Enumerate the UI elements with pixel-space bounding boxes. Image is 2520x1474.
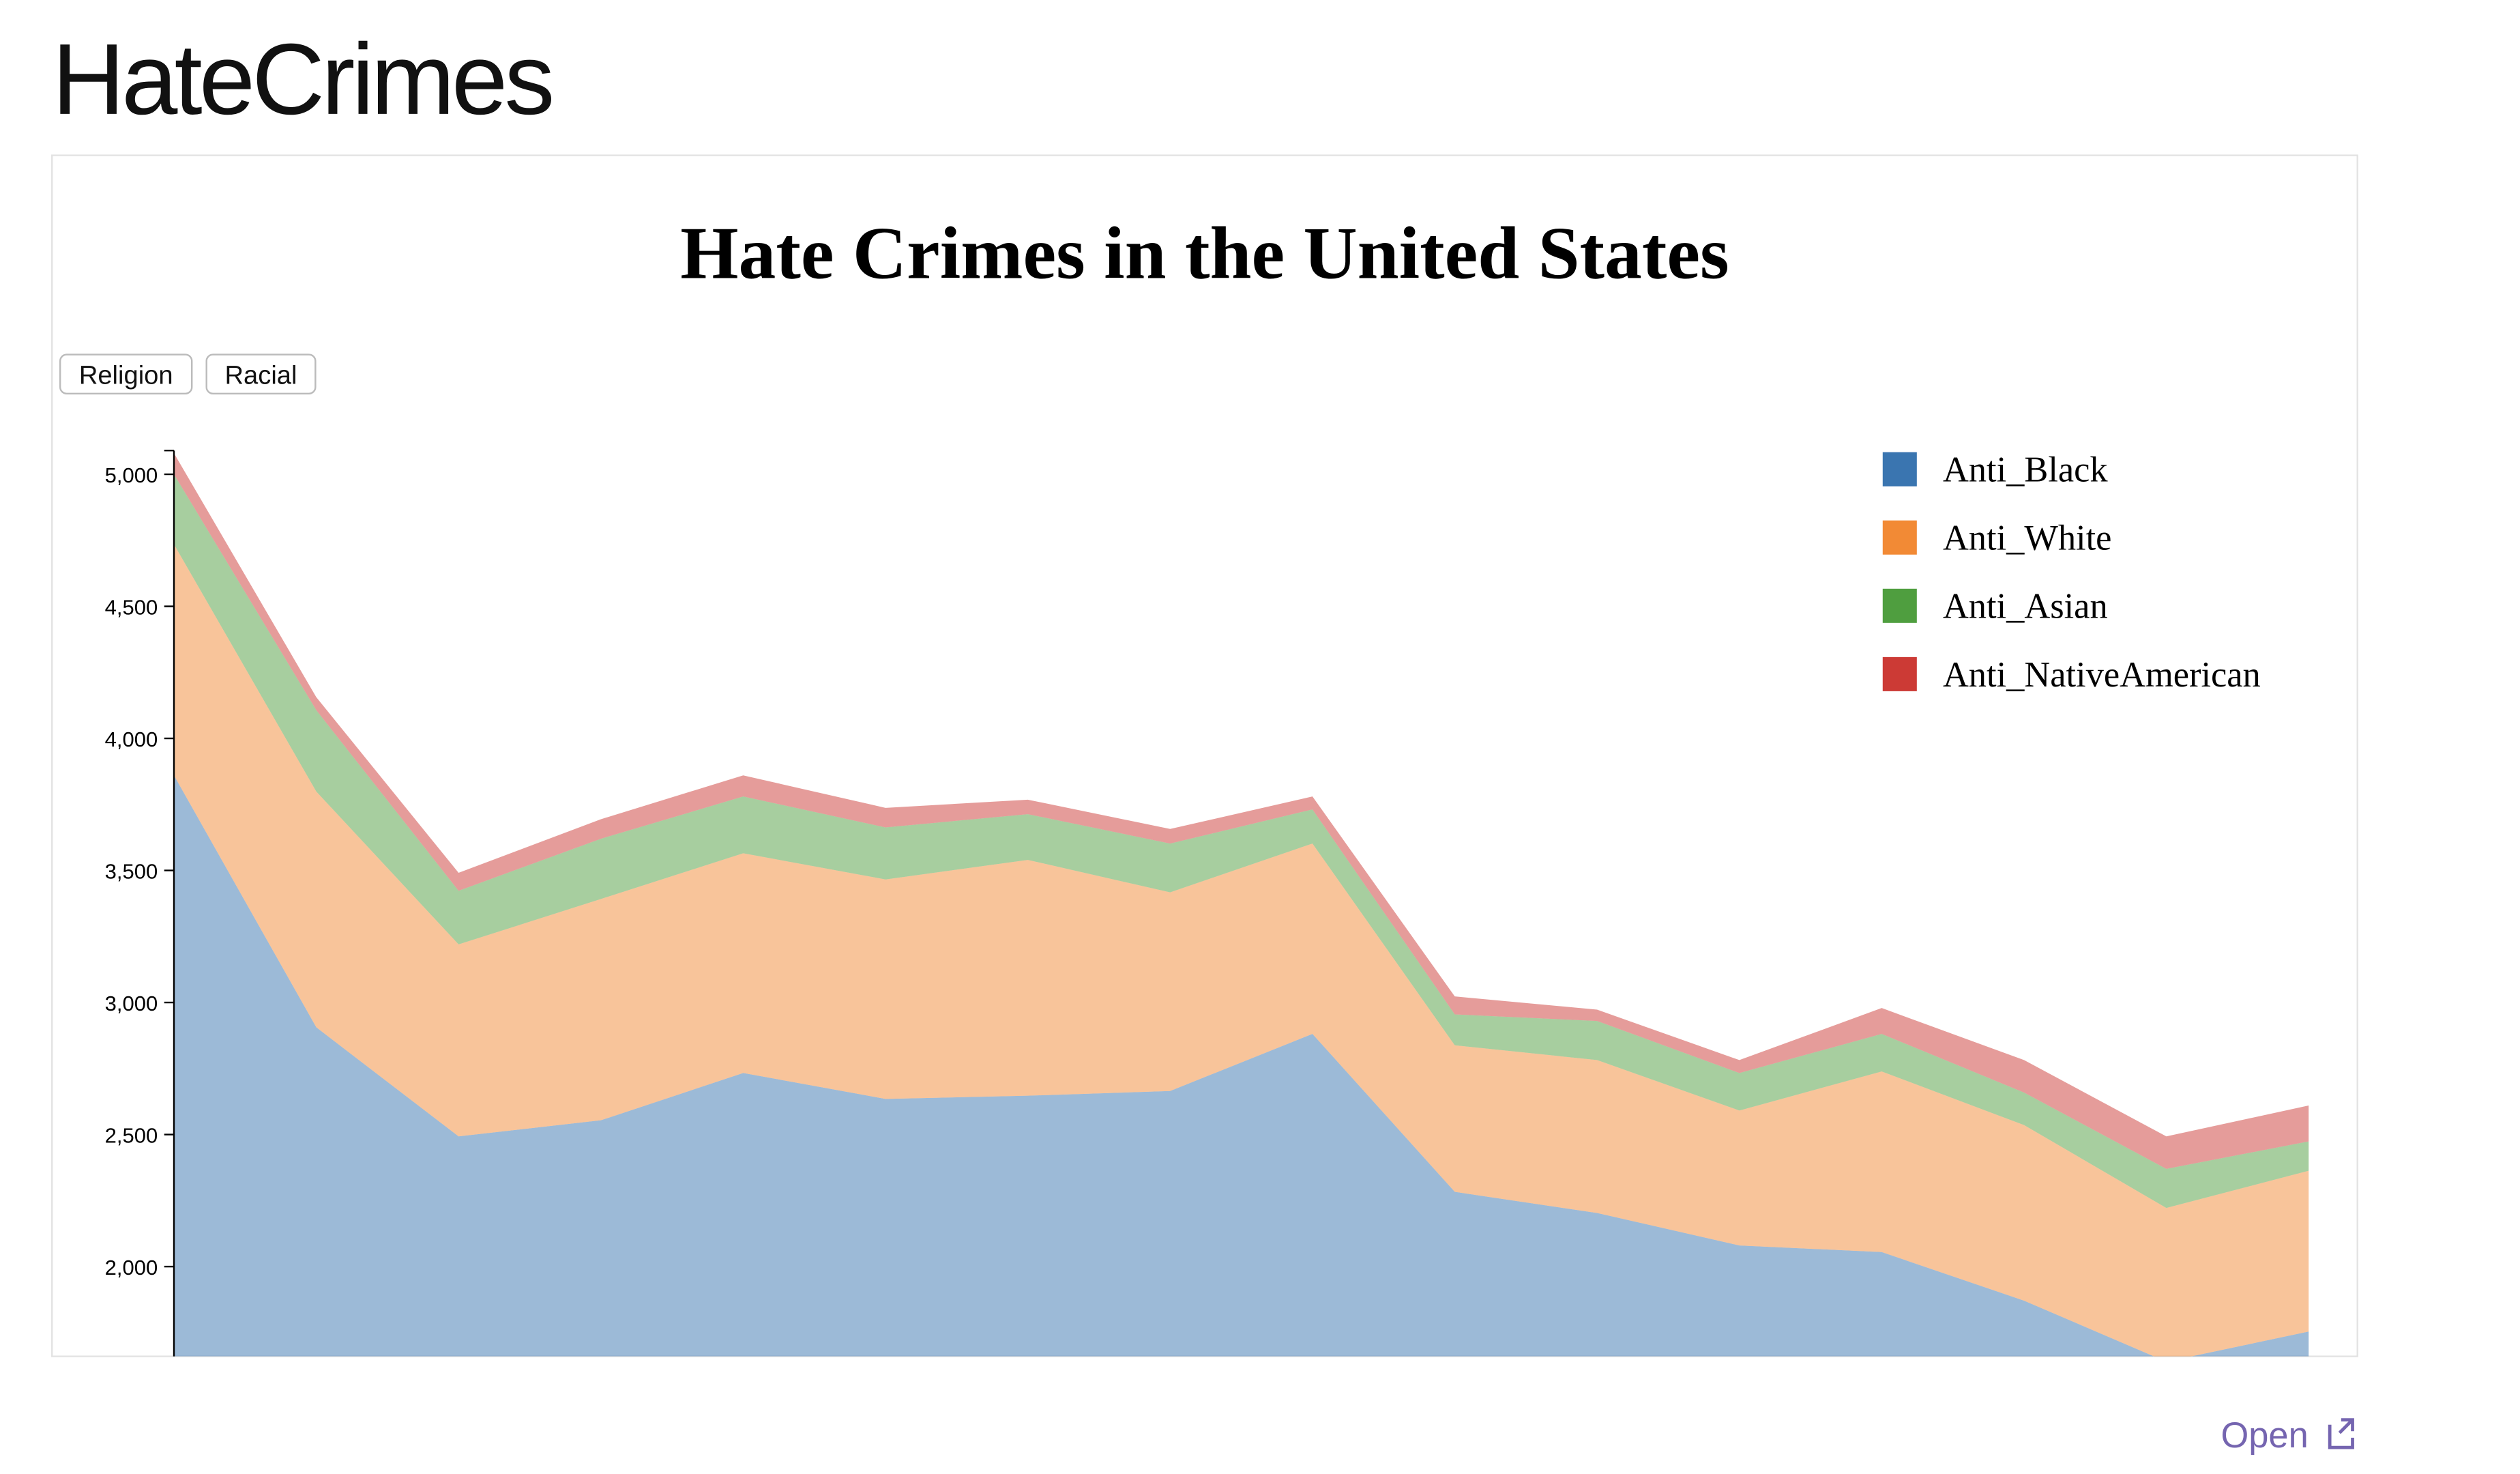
y-tick-label: 2,500 (105, 1123, 158, 1147)
legend-swatch (1882, 452, 1917, 487)
legend-swatch (1882, 520, 1917, 555)
area (174, 775, 2309, 1357)
button[interactable]: Religion (59, 353, 193, 394)
button-frame[interactable] (59, 353, 193, 394)
legend-label: Anti_Black (1943, 450, 2108, 489)
legend-label: Anti_NativeAmerican (1943, 655, 2261, 695)
external-icon[interactable] (2328, 1418, 2354, 1449)
y-tick-label: 2,000 (105, 1256, 158, 1280)
y-tick-label: 3,500 (105, 859, 158, 883)
y-axis: 2,000 2,500 3,000 3,500 4,000 4,500 5,000 (105, 450, 175, 1357)
y-tick-label: 5,000 (105, 463, 158, 487)
y-tick-label: 4,000 (105, 727, 158, 751)
button-label[interactable]: Racial (225, 360, 297, 390)
y-tick-label: 3,000 (105, 992, 158, 1015)
legend-swatch (1882, 656, 1917, 691)
legend: Anti_Black Anti_White Anti_Asian Anti_Nativ… (1882, 450, 2261, 695)
open-link[interactable]: Open (2221, 1416, 2354, 1456)
button-label[interactable]: Religion (79, 360, 173, 390)
area (174, 544, 2309, 1357)
legend-label: Anti_Asian (1943, 587, 2108, 626)
page-title: HateCrimes (52, 23, 551, 136)
button[interactable]: Racial (205, 353, 317, 394)
button-frame[interactable] (205, 353, 317, 394)
legend-swatch (1882, 588, 1917, 623)
area (174, 474, 2309, 1209)
link-text[interactable]: Open (2221, 1416, 2308, 1456)
legend-label: Anti_White (1943, 519, 2112, 558)
plot-area (174, 453, 2309, 1357)
y-tick-label: 4,500 (105, 595, 158, 619)
chart-title: Hate Crimes in the United States (680, 212, 1729, 295)
